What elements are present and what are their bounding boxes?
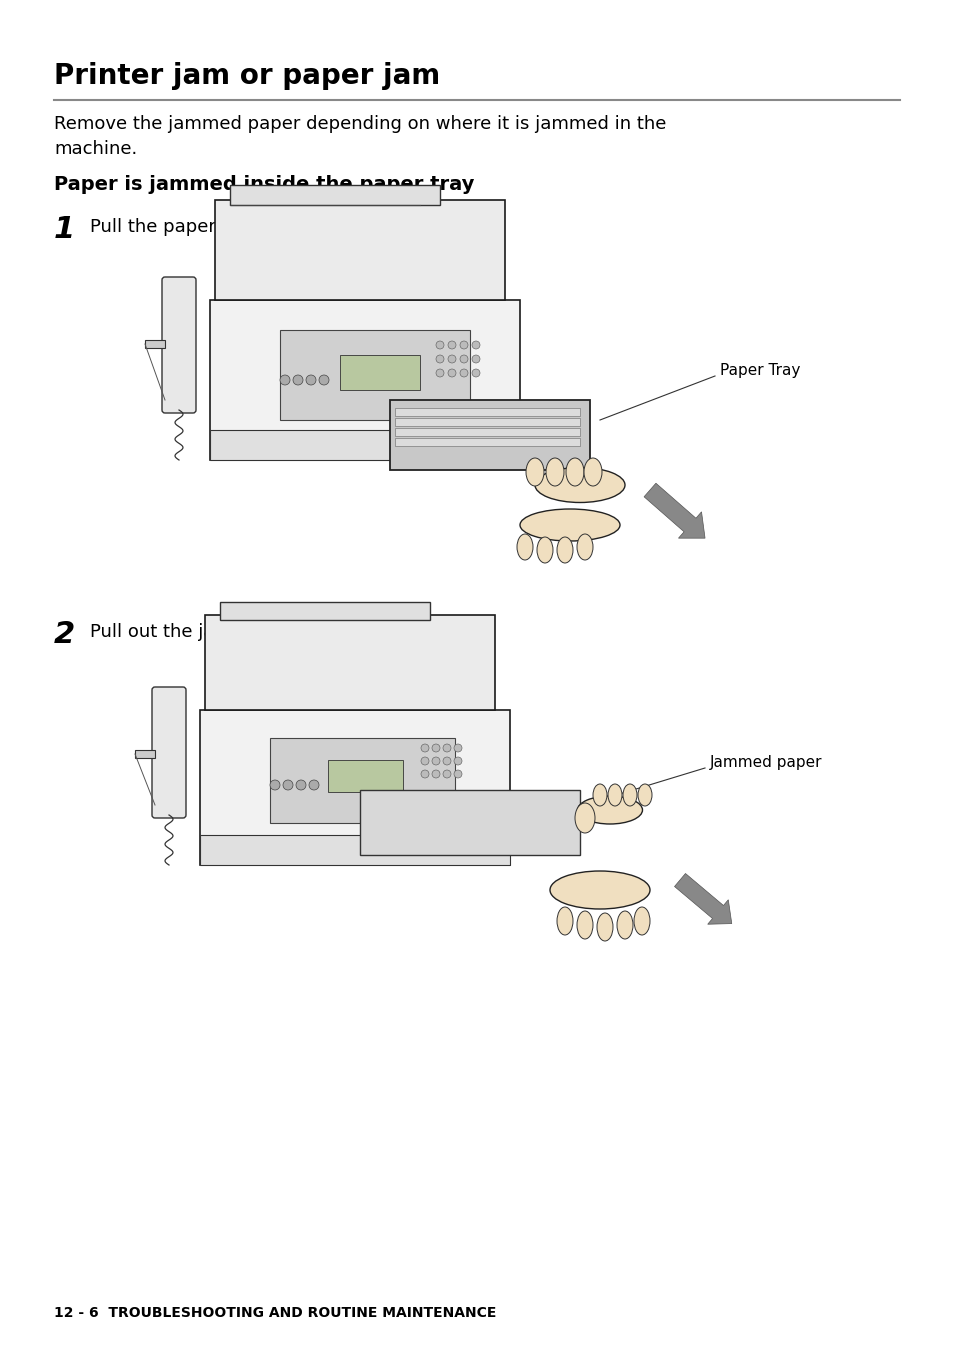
Bar — [280, 330, 470, 420]
Circle shape — [454, 744, 461, 752]
Bar — [395, 429, 579, 435]
Ellipse shape — [622, 784, 637, 806]
Circle shape — [420, 757, 429, 765]
FancyBboxPatch shape — [390, 400, 589, 470]
FancyBboxPatch shape — [152, 687, 186, 818]
Text: 1: 1 — [54, 215, 75, 243]
FancyBboxPatch shape — [220, 602, 430, 621]
FancyBboxPatch shape — [200, 710, 510, 865]
Circle shape — [432, 771, 439, 777]
Text: Printer jam or paper jam: Printer jam or paper jam — [54, 62, 439, 91]
Ellipse shape — [519, 508, 619, 541]
Text: Pull out the jammed paper to remove it.: Pull out the jammed paper to remove it. — [90, 623, 452, 641]
FancyArrow shape — [643, 483, 704, 538]
Ellipse shape — [550, 871, 649, 909]
FancyBboxPatch shape — [210, 300, 519, 460]
Circle shape — [442, 757, 451, 765]
Ellipse shape — [583, 458, 601, 485]
Circle shape — [448, 356, 456, 362]
Ellipse shape — [525, 458, 543, 485]
Ellipse shape — [557, 537, 573, 562]
Ellipse shape — [535, 468, 624, 503]
FancyArrow shape — [674, 873, 731, 925]
Circle shape — [432, 757, 439, 765]
Circle shape — [442, 744, 451, 752]
Bar — [135, 750, 154, 758]
FancyBboxPatch shape — [205, 615, 495, 710]
Circle shape — [448, 369, 456, 377]
FancyBboxPatch shape — [162, 277, 195, 412]
Bar — [145, 339, 165, 347]
Bar — [395, 418, 579, 426]
Ellipse shape — [597, 913, 613, 941]
Ellipse shape — [557, 907, 573, 936]
Ellipse shape — [593, 784, 606, 806]
Bar — [270, 738, 455, 823]
Text: Remove the jammed paper depending on where it is jammed in the
machine.: Remove the jammed paper depending on whe… — [54, 115, 666, 158]
Ellipse shape — [577, 534, 593, 560]
Circle shape — [295, 780, 306, 790]
Bar — [210, 430, 519, 460]
Circle shape — [309, 780, 318, 790]
Ellipse shape — [634, 907, 649, 936]
Ellipse shape — [638, 784, 651, 806]
FancyBboxPatch shape — [230, 185, 439, 206]
Ellipse shape — [617, 911, 633, 940]
Circle shape — [459, 341, 468, 349]
Circle shape — [432, 744, 439, 752]
Text: Jammed paper: Jammed paper — [709, 754, 821, 769]
Circle shape — [472, 369, 479, 377]
Circle shape — [420, 744, 429, 752]
Circle shape — [436, 356, 443, 362]
FancyBboxPatch shape — [214, 200, 504, 300]
Circle shape — [459, 356, 468, 362]
Circle shape — [472, 341, 479, 349]
Ellipse shape — [565, 458, 583, 485]
Text: Paper is jammed inside the paper tray: Paper is jammed inside the paper tray — [54, 174, 474, 193]
Text: 12 - 6  TROUBLESHOOTING AND ROUTINE MAINTENANCE: 12 - 6 TROUBLESHOOTING AND ROUTINE MAINT… — [54, 1306, 496, 1320]
Circle shape — [283, 780, 293, 790]
Text: Paper Tray: Paper Tray — [720, 362, 800, 377]
Circle shape — [436, 369, 443, 377]
Ellipse shape — [577, 911, 593, 940]
Circle shape — [448, 341, 456, 349]
Circle shape — [472, 356, 479, 362]
Ellipse shape — [607, 784, 621, 806]
Circle shape — [280, 375, 290, 385]
FancyBboxPatch shape — [359, 790, 579, 854]
Bar — [200, 836, 510, 865]
Circle shape — [420, 771, 429, 777]
Circle shape — [454, 771, 461, 777]
Circle shape — [270, 780, 280, 790]
Bar — [328, 760, 402, 792]
Circle shape — [293, 375, 303, 385]
Bar — [395, 408, 579, 416]
Bar — [395, 438, 579, 446]
Circle shape — [459, 369, 468, 377]
Text: 2: 2 — [54, 621, 75, 649]
Circle shape — [436, 341, 443, 349]
Circle shape — [306, 375, 315, 385]
Text: Pull the paper tray out of the machine.: Pull the paper tray out of the machine. — [90, 218, 439, 237]
Ellipse shape — [575, 803, 595, 833]
Circle shape — [318, 375, 329, 385]
Bar — [339, 356, 419, 389]
Circle shape — [442, 771, 451, 777]
Ellipse shape — [545, 458, 563, 485]
Ellipse shape — [537, 537, 553, 562]
Ellipse shape — [577, 796, 641, 823]
Ellipse shape — [517, 534, 533, 560]
Circle shape — [454, 757, 461, 765]
